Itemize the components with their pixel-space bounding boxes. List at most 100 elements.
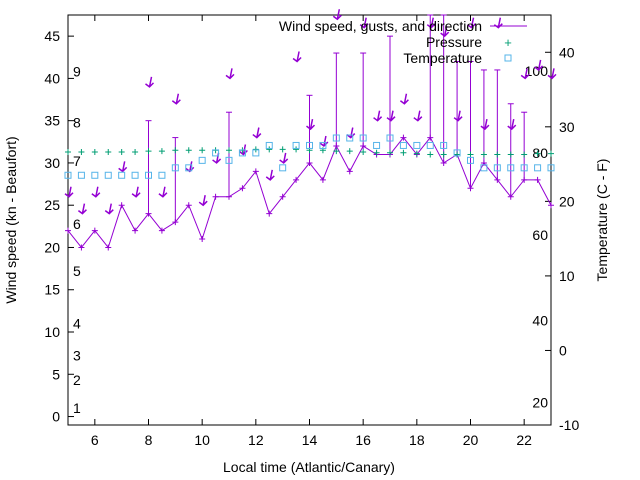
y-tick-label: 20 <box>44 239 60 255</box>
y2-tick-label: 0 <box>559 342 567 358</box>
legend-wind-label: Wind speed, gusts, and direction <box>279 18 482 34</box>
wind-speed-point <box>199 236 206 243</box>
direction-arrow <box>534 59 544 71</box>
fahrenheit-label: 80 <box>532 145 548 161</box>
y-tick-label: 10 <box>44 324 60 340</box>
temperature-point <box>279 164 287 172</box>
fahrenheit-labels: 20 40 60 80 100 <box>525 63 549 411</box>
x-tick-label: 12 <box>248 432 264 448</box>
pressure-point <box>346 148 353 155</box>
temperature-point <box>145 171 152 179</box>
pressure-point <box>548 150 554 157</box>
wind-speed-point <box>172 219 179 226</box>
pressure-point <box>387 149 393 156</box>
y2-axis-label: Temperature (C - F) <box>594 159 610 282</box>
y-tick-label: 45 <box>44 28 60 44</box>
legend: Wind speed, gusts, and direction Pressur… <box>279 18 527 66</box>
temperature-point <box>534 164 542 172</box>
x-tick-label: 14 <box>302 432 318 448</box>
direction-arrow <box>104 203 114 215</box>
direction-arrow <box>547 68 557 80</box>
y2-tick-label: 40 <box>559 44 575 60</box>
direction-arrow <box>319 135 329 148</box>
wind-speed-point <box>494 176 501 183</box>
direction-arrow <box>64 186 74 198</box>
direction-arrow <box>346 127 356 139</box>
pressure-point <box>105 148 112 155</box>
direction-arrow <box>265 169 275 181</box>
y2-tick-label: -10 <box>559 417 579 433</box>
wind-speed-point <box>118 202 125 209</box>
temperature-point <box>185 164 193 172</box>
temperature-point <box>252 149 260 157</box>
pressure-point <box>507 151 514 158</box>
wind-speed-point <box>360 143 367 150</box>
x-tick-labels: 6 8 10 12 14 16 18 20 22 <box>91 432 532 448</box>
pressure-point <box>266 146 273 153</box>
wind-speed-point <box>507 193 514 200</box>
temperature-point <box>453 149 461 157</box>
temperature-point <box>507 164 515 172</box>
wind-speed-point <box>91 227 98 234</box>
temperature-point <box>426 141 434 149</box>
wind-speed-point <box>279 193 286 200</box>
temperature-point <box>238 149 246 157</box>
y2-tick-label: 30 <box>559 119 575 135</box>
pressure-point <box>373 149 380 156</box>
pressure-point <box>521 151 528 158</box>
y-tick-labels: 0 5 10 15 20 25 30 35 40 45 <box>44 28 60 424</box>
temperature-point <box>359 134 367 142</box>
pressure-point <box>440 151 447 158</box>
axis-ticks <box>68 15 551 426</box>
temperature-point <box>212 149 220 157</box>
direction-arrow <box>171 93 181 105</box>
direction-arrow <box>426 17 436 29</box>
pressure-point <box>333 148 340 155</box>
direction-arrow <box>467 17 477 29</box>
beaufort-label: 5 <box>73 263 81 279</box>
y2-tick-label: 20 <box>559 193 575 209</box>
y-tick-label: 5 <box>52 366 60 382</box>
pressure-point <box>400 149 407 156</box>
temperature-point <box>171 164 179 172</box>
x-tick-label: 6 <box>91 432 99 448</box>
x-tick-label: 8 <box>145 432 153 448</box>
wind-speed-point <box>427 134 434 141</box>
wind-speed-point <box>319 176 326 183</box>
pressure-point <box>145 148 152 155</box>
direction-arrow <box>413 110 423 122</box>
y-tick-label: 0 <box>52 409 60 425</box>
pressure-point <box>534 150 541 157</box>
plot-frame <box>67 14 552 426</box>
temperature-point <box>547 164 555 172</box>
wind-speed-point <box>185 202 192 209</box>
wind-speed-point <box>252 168 259 175</box>
fahrenheit-label: 100 <box>525 63 549 79</box>
gust-bars <box>145 14 528 223</box>
pressure-point <box>78 148 85 155</box>
pressure-point <box>293 146 300 153</box>
beaufort-label: 6 <box>73 216 81 232</box>
x-tick-label: 22 <box>516 432 532 448</box>
direction-arrow <box>131 186 141 198</box>
temperature-point <box>386 134 394 142</box>
temperature-point <box>131 171 139 179</box>
direction-arrow <box>480 118 490 131</box>
temperature-point <box>440 141 448 149</box>
temperature-point <box>104 171 112 179</box>
fahrenheit-label: 20 <box>532 395 548 411</box>
wind-speed-point <box>548 202 554 209</box>
beaufort-label: 3 <box>73 348 81 364</box>
wind-speed-series <box>65 134 554 251</box>
wind-speed-point <box>212 193 219 200</box>
wind-speed-point <box>346 168 353 175</box>
wind-speed-point <box>158 227 165 234</box>
direction-arrow <box>306 118 316 131</box>
x-tick-label: 20 <box>463 432 479 448</box>
temperature-point <box>64 171 72 179</box>
wind-speed-point <box>333 143 340 150</box>
wind-speed-point <box>266 210 273 217</box>
temperature-point <box>493 164 501 172</box>
x-tick-label: 18 <box>409 432 425 448</box>
direction-arrow <box>185 161 195 173</box>
